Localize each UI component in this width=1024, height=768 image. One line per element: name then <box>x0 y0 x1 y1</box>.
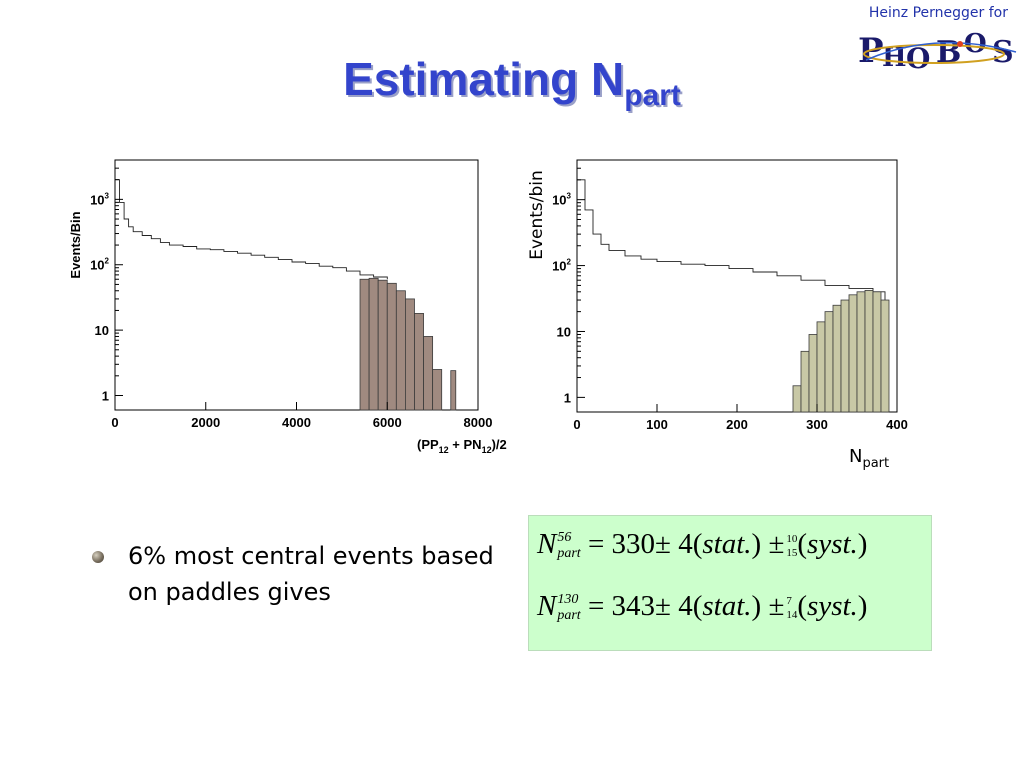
bullet-point: 6% most central events based on paddles … <box>92 538 496 610</box>
formula-indices: 130 part <box>557 592 581 624</box>
right-filled-bar-1 <box>800 350 810 413</box>
formula-value: = 330 <box>587 528 656 560</box>
phobos-logo: P H O B O S <box>858 29 1017 75</box>
left-x-tick-label-2: 4000 <box>282 415 311 430</box>
bullet-icon <box>92 551 104 563</box>
left-outline-series <box>115 179 388 280</box>
left-central-events-series <box>359 277 457 411</box>
slide-title: Estimating Npart <box>0 52 1024 113</box>
formula-stat-label: stat. <box>702 528 752 560</box>
formula-symbol: N <box>537 528 557 560</box>
author-credit: Heinz Pernegger for <box>868 5 1008 21</box>
right-x-tick-label-1: 100 <box>646 417 668 432</box>
right-outline-line <box>577 179 886 300</box>
left-y-tick-label-0: 1 <box>102 388 109 403</box>
left-filled-bar-5 <box>404 298 415 411</box>
title-main: Estimating N <box>343 53 625 105</box>
right-filled-bar-9 <box>864 290 874 413</box>
right-y-tick-label-0: 1 <box>564 390 571 405</box>
paddle-signal-histogram: Events/Bin 1 10 102 103 0 2000 4000 6000 8000 (… <box>68 159 507 455</box>
right-x-tick-label-4: 400 <box>886 417 908 432</box>
right-y-tick-label-3: 103 <box>552 192 571 208</box>
right-filled-bar-2 <box>808 334 818 413</box>
right-filled-bar-5 <box>832 304 842 413</box>
left-axes <box>114 159 479 411</box>
left-y-ticks: 1 10 102 103 <box>90 167 123 403</box>
right-filled-bar-8 <box>856 291 866 413</box>
right-x-tick-label-2: 200 <box>726 417 748 432</box>
left-filled-bar-0 <box>359 278 370 411</box>
formula-syst-errors: 10 15 <box>786 533 798 560</box>
right-y-label: Events/bin <box>527 170 547 260</box>
left-x-tick-label-4: 8000 <box>464 415 493 430</box>
left-y-tick-label-3: 103 <box>90 191 109 207</box>
left-y-tick-label-2: 102 <box>90 257 109 273</box>
bullet-text: 6% most central events based on paddles … <box>128 542 494 606</box>
formula-stat-label: stat. <box>702 590 752 622</box>
formula-syst-pm: ) ± <box>751 590 785 622</box>
formula-stat-error: ± 4( <box>655 590 703 622</box>
left-filled-bar-3 <box>386 282 397 411</box>
right-x-label: Npart <box>849 446 889 471</box>
npart-results-box: N 56 part = 330± 4(stat.) ±10 15 (syst.) N 13… <box>528 515 932 651</box>
right-y-ticks: 1 10 102 103 <box>552 167 585 405</box>
right-filled-bar-3 <box>816 321 826 413</box>
left-x-ticks: 0 2000 4000 6000 8000 <box>111 402 492 430</box>
left-filled-bar-7 <box>423 336 434 411</box>
left-filled-bar-6 <box>414 313 424 411</box>
formula-row-130: N 130 part = 343± 4(stat.) ±7 14 (syst.) <box>537 590 868 624</box>
right-x-tick-label-0: 0 <box>573 417 580 432</box>
formula-value: = 343 <box>587 590 656 622</box>
formula-syst-label: syst. <box>807 528 858 560</box>
right-filled-bar-0 <box>792 385 802 413</box>
left-x-tick-label-3: 6000 <box>373 415 402 430</box>
right-y-tick-label-2: 102 <box>552 258 571 274</box>
left-y-label: Events/Bin <box>68 211 83 278</box>
formula-syst-errors: 7 14 <box>786 595 798 622</box>
formula-symbol: N <box>537 590 557 622</box>
right-filled-bar-10 <box>872 291 882 413</box>
right-filled-bar-4 <box>824 311 834 413</box>
npart-histogram: Events/bin 1 10 102 103 0 100 200 300 400 Npart <box>527 159 908 471</box>
left-x-tick-label-1: 2000 <box>191 415 220 430</box>
formula-indices: 56 part <box>557 530 581 562</box>
left-filled-bar-1 <box>368 277 379 411</box>
formula-syst-pm: ) ± <box>751 528 785 560</box>
formula-syst-label: syst. <box>807 590 858 622</box>
left-y-tick-label-1: 10 <box>95 323 109 338</box>
formula-row-56: N 56 part = 330± 4(stat.) ±10 15 (syst.) <box>537 528 868 562</box>
right-outline-series <box>577 179 886 300</box>
title-subscript: part <box>624 79 681 113</box>
right-filled-bar-6 <box>840 299 850 413</box>
formula-stat-error: ± 4( <box>655 528 703 560</box>
left-filled-bar-8 <box>432 369 443 411</box>
left-filled-bar-4 <box>395 290 406 411</box>
left-filled-bar-2 <box>377 279 388 411</box>
left-x-tick-label-0: 0 <box>111 415 118 430</box>
right-x-ticks: 0 100 200 300 400 <box>573 404 908 432</box>
right-filled-bar-11 <box>880 299 890 413</box>
right-central-events-series <box>792 290 890 413</box>
right-x-tick-label-3: 300 <box>806 417 828 432</box>
right-y-tick-label-1: 10 <box>557 324 571 339</box>
left-x-label: (PP12 + PN12)/2 <box>417 437 507 455</box>
left-plot-frame <box>114 159 479 411</box>
left-extra-bar <box>450 370 457 411</box>
svg-text:B: B <box>936 35 961 70</box>
right-filled-bar-7 <box>848 294 858 413</box>
left-outline-line <box>115 179 388 280</box>
svg-text:O: O <box>906 42 930 75</box>
